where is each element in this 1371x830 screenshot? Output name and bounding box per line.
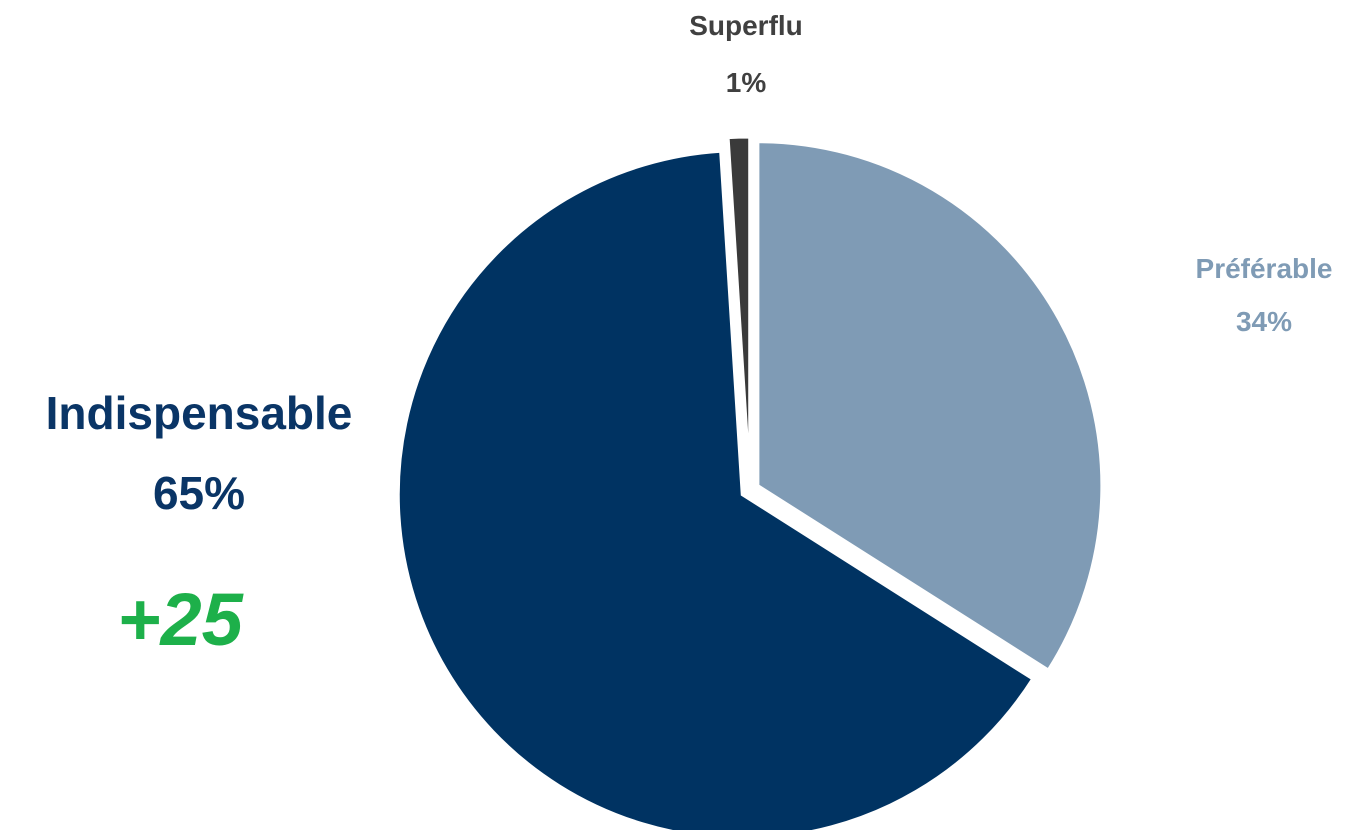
annotation-change: +25 [117, 578, 244, 661]
label-indispensable-name: Indispensable [46, 387, 353, 439]
label-superflu-value: 1% [726, 67, 767, 98]
slice-indispensable [396, 149, 1035, 830]
label-superflu-name: Superflu [689, 10, 803, 41]
slices-layer [396, 135, 1104, 830]
slice-superflu [726, 135, 752, 482]
label-preferable-value: 34% [1236, 306, 1292, 337]
slice-preferable [756, 140, 1104, 673]
label-preferable-name: Préférable [1196, 253, 1333, 284]
label-indispensable-value: 65% [153, 467, 245, 519]
